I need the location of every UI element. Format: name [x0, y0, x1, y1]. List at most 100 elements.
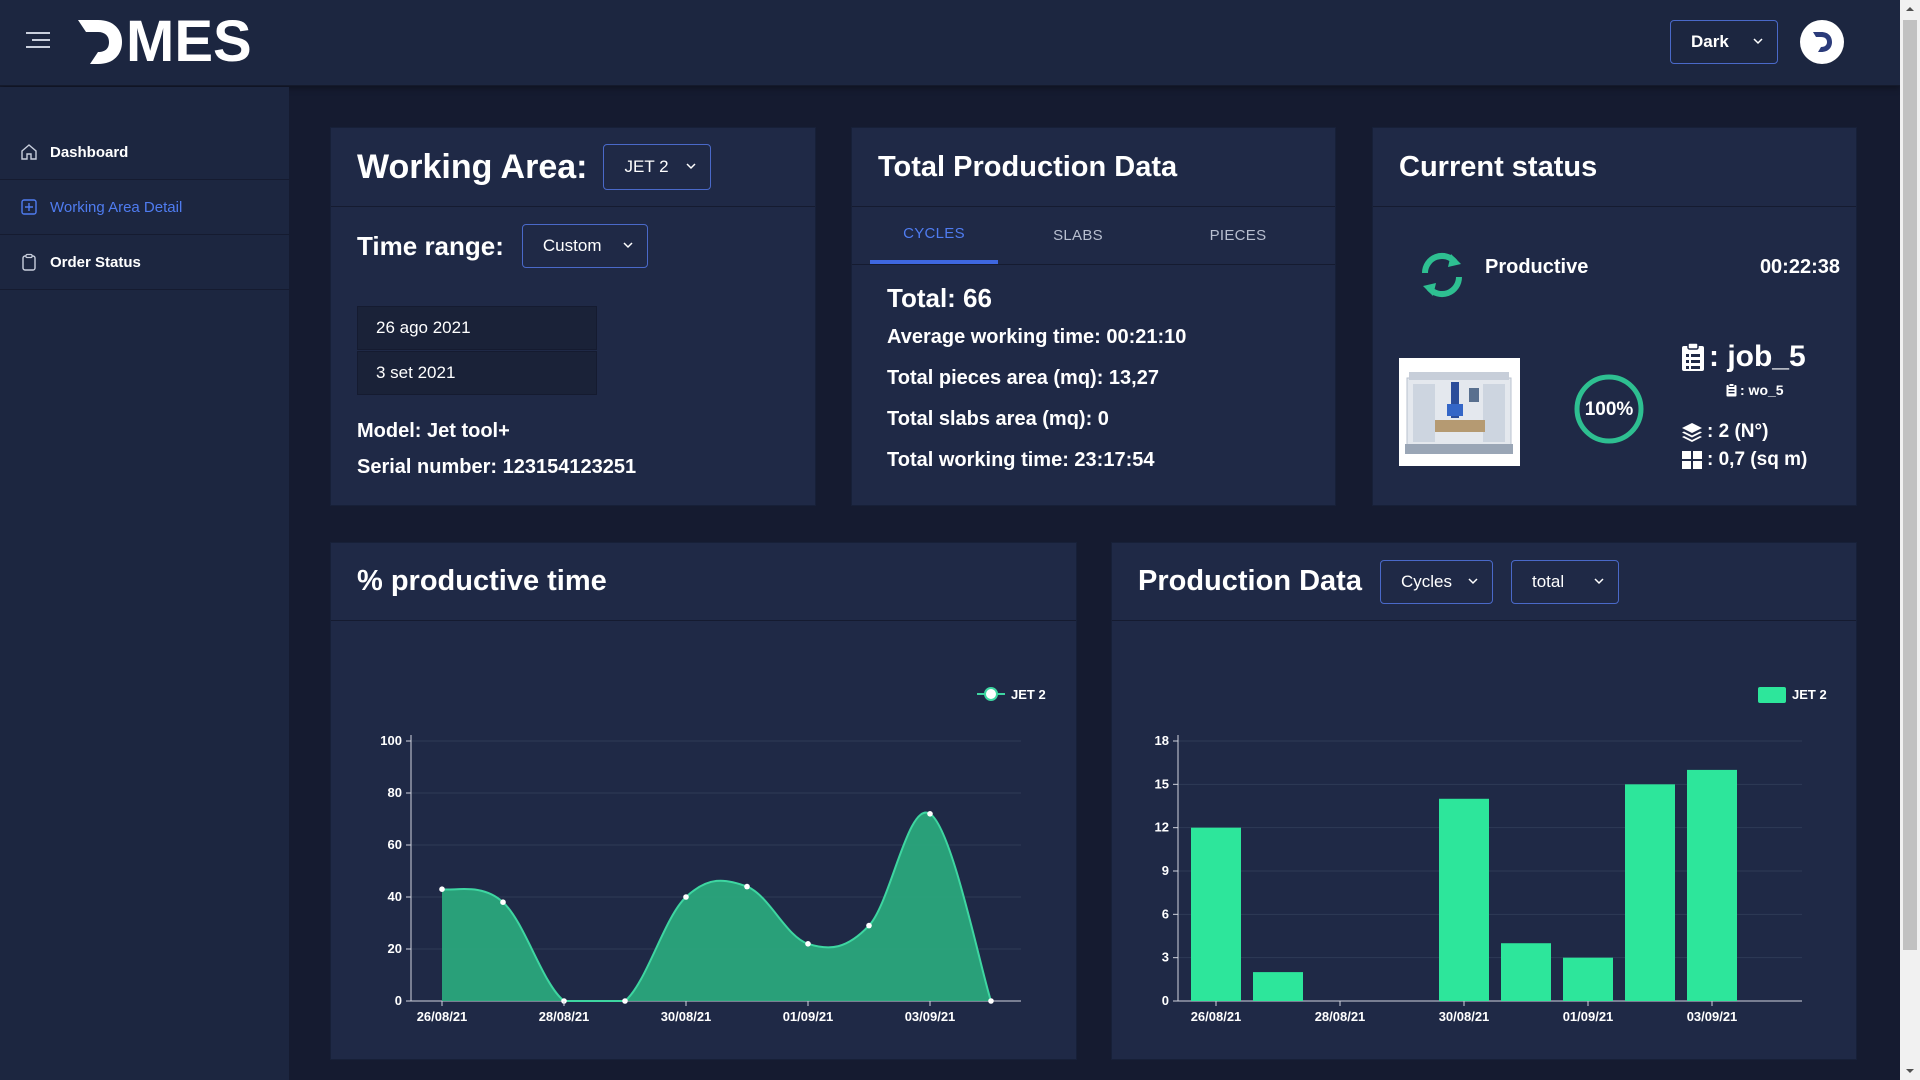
x-tick-label: 01/09/21 [783, 1009, 834, 1024]
legend-marker [984, 687, 998, 701]
y-tick-label: 18 [1155, 733, 1169, 748]
chevron-down-icon [686, 163, 697, 170]
aggregation-select[interactable]: total [1510, 559, 1619, 604]
chevron-down-icon [623, 242, 633, 249]
y-tick-label: 0 [395, 993, 402, 1008]
working-area-title: Working Area: [357, 147, 588, 186]
y-tick-label: 80 [388, 785, 402, 800]
user-avatar[interactable] [1800, 20, 1844, 64]
date-to-field[interactable]: 3 set 2021 [357, 351, 597, 395]
tab-cycles[interactable]: CYCLES [870, 207, 998, 264]
work-order-line: : wo_5 [1726, 382, 1784, 398]
sidebar-item-label: Dashboard [50, 143, 129, 161]
scroll-thumb[interactable] [1903, 20, 1917, 950]
working-area-select[interactable]: JET 2 [603, 144, 712, 190]
grid-icon [1682, 451, 1702, 469]
bar [1439, 798, 1489, 1001]
progress-gauge: 100% [1574, 374, 1644, 444]
clipboard-icon [22, 253, 36, 271]
sync-icon [1421, 252, 1463, 298]
x-tick-label: 30/08/21 [661, 1009, 712, 1024]
sidebar-item-label: Working Area Detail [50, 198, 183, 216]
data-point [988, 998, 994, 1004]
x-tick-label: 28/08/21 [1315, 1009, 1366, 1024]
scroll-up-icon[interactable] [1900, 0, 1920, 18]
sidebar-item-dashboard[interactable]: Dashboard [0, 125, 289, 180]
time-range-label: Time range: [357, 230, 504, 261]
x-tick-label: 03/09/21 [905, 1009, 956, 1024]
y-tick-label: 15 [1155, 776, 1169, 791]
y-tick-label: 40 [388, 889, 402, 904]
production-data-card: Production Data Cycles total 0 3 6 9 12 15 18 2… [1111, 542, 1857, 1060]
machine-state-text: Productive [1485, 256, 1589, 278]
app-logo[interactable]: MES [78, 13, 252, 71]
y-tick-label: 0 [1162, 993, 1169, 1008]
clipboard-icon [1726, 383, 1737, 397]
area-fill [442, 812, 991, 1001]
total-pieces-area-text: Total pieces area (mq): 13,27 [887, 367, 1159, 389]
current-status-title: Current status [1399, 150, 1598, 183]
user-logo-icon [1813, 32, 1832, 52]
bar [1191, 827, 1241, 1001]
total-cycles-text: Total: 66 [887, 283, 992, 313]
job-line: : job_5 [1681, 340, 1806, 374]
production-tabs: CYCLES SLABS PIECES [852, 207, 1335, 265]
date-from-field[interactable]: 26 ago 2021 [357, 306, 597, 350]
data-point [439, 886, 445, 892]
data-point [744, 883, 750, 890]
clipboard-list-icon [1682, 342, 1704, 371]
data-point [500, 899, 506, 905]
y-tick-label: 12 [1155, 820, 1169, 835]
time-range-select[interactable]: Custom [521, 224, 648, 268]
scroll-down-icon[interactable] [1900, 1062, 1920, 1080]
work-order-text: : wo_5 [1740, 382, 1784, 398]
total-slabs-area-text: Total slabs area (mq): 0 [887, 408, 1109, 430]
data-point [622, 998, 628, 1004]
x-tick-label: 26/08/21 [1191, 1009, 1242, 1024]
job-text: : job_5 [1709, 340, 1806, 373]
bar [1625, 784, 1675, 1001]
data-point [866, 922, 872, 929]
x-tick-label: 01/09/21 [1563, 1009, 1614, 1024]
model-text: Model: Jet tool+ [357, 420, 510, 442]
area-line: : 0,7 (sq m) [1681, 449, 1807, 471]
y-tick-label: 100 [380, 733, 402, 748]
production-data-title: Production Data [1138, 565, 1362, 597]
piece-count-line: : 2 (N°) [1681, 421, 1768, 443]
metric-select[interactable]: Cycles [1379, 559, 1493, 604]
y-tick-label: 20 [388, 941, 402, 956]
metric-select-value: Cycles [1400, 571, 1452, 591]
time-range-value: Custom [542, 236, 602, 255]
total-production-card: Total Production Data CYCLES SLABS PIECE… [851, 127, 1336, 506]
chevron-down-icon [1753, 38, 1763, 45]
bar [1687, 769, 1737, 1001]
legend-label: JET 2 [1792, 687, 1827, 702]
tab-slabs[interactable]: SLABS [1053, 227, 1103, 244]
total-working-time-text: Total working time: 23:17:54 [887, 449, 1155, 471]
data-point [927, 811, 933, 817]
theme-select[interactable]: Dark [1670, 20, 1778, 64]
sidebar: Dashboard Working Area Detail Order Stat… [0, 87, 289, 1080]
serial-number-text: Serial number: 123154123251 [357, 456, 637, 478]
series-line-jet-2 [441, 811, 992, 1002]
x-tick-label: 30/08/21 [1439, 1009, 1490, 1024]
bar [1501, 943, 1551, 1001]
sidebar-item-order-status[interactable]: Order Status [0, 235, 289, 290]
plus-square-icon [21, 199, 37, 215]
y-tick-label: 3 [1162, 950, 1169, 965]
machine-image [1399, 358, 1520, 466]
page-scrollbar[interactable] [1900, 0, 1920, 1080]
total-production-title: Total Production Data [878, 150, 1178, 183]
top-bar: MES Dark [0, 0, 1900, 86]
data-point [683, 894, 689, 900]
bar [1563, 957, 1613, 1001]
menu-icon[interactable] [26, 32, 50, 52]
logo-mark-icon [78, 20, 122, 64]
progress-gauge-text: 100% [1585, 399, 1634, 420]
production-data-chart: 0 3 6 9 12 15 18 26/08/21 28/08/21 30/08/21 01/09/… [1155, 687, 1827, 1024]
sidebar-item-working-area-detail[interactable]: Working Area Detail [0, 180, 289, 235]
working-area-card: Working Area: JET 2 Time range: Custom 2… [330, 127, 816, 506]
chevron-down-icon [1594, 577, 1604, 584]
legend-label: JET 2 [1011, 687, 1046, 702]
tab-pieces[interactable]: PIECES [1209, 227, 1267, 244]
